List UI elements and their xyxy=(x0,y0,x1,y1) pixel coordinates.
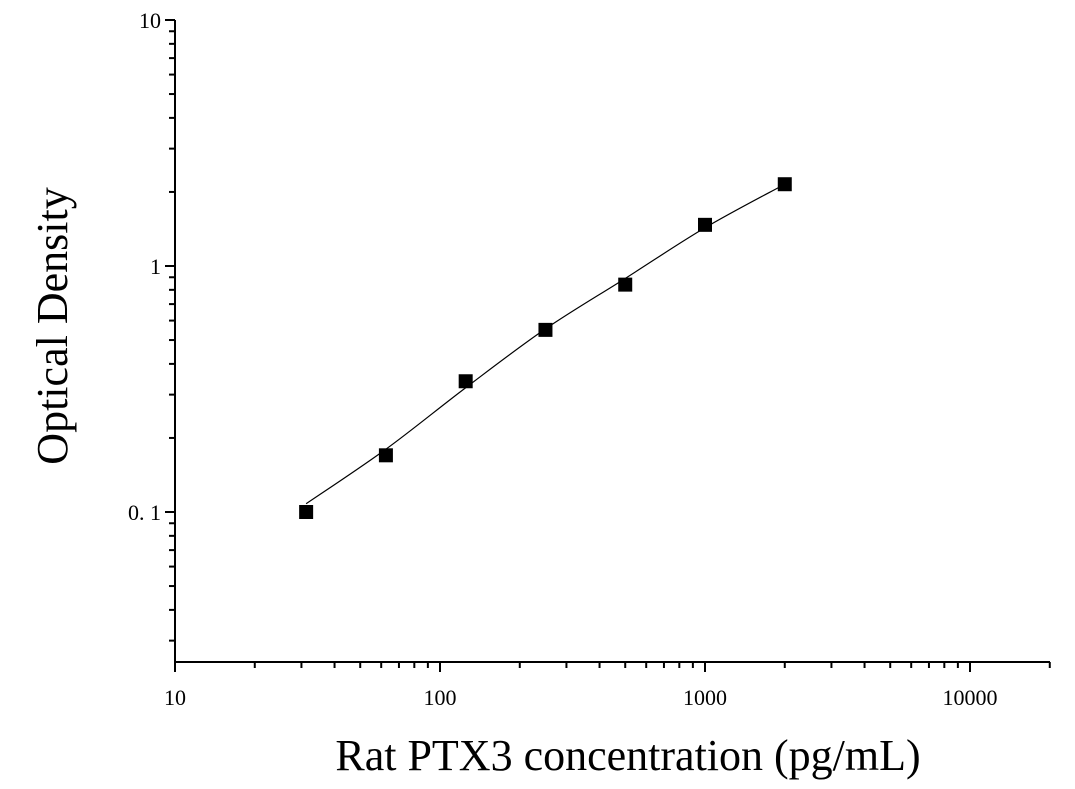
data-point xyxy=(299,505,314,519)
x-tick-label: 10 xyxy=(164,685,186,710)
x-axis-label: Rat PTX3 concentration (pg/mL) xyxy=(335,731,920,780)
axes xyxy=(174,20,1050,663)
data-point xyxy=(378,448,393,463)
data-point xyxy=(458,374,473,389)
x-tick-label: 1000 xyxy=(683,685,727,710)
y-axis-label: Optical Density xyxy=(28,187,77,464)
fit-curve-line xyxy=(305,183,786,505)
x-tick-label: 10000 xyxy=(943,685,998,710)
y-tick-label: 0. 1 xyxy=(128,500,161,525)
data-point xyxy=(698,217,712,232)
y-tick-label: 10 xyxy=(139,8,161,33)
data-points xyxy=(299,177,792,519)
ticks: 10 100 1000 10000 0. 1 1 10 xyxy=(128,8,1051,710)
data-point xyxy=(538,322,553,337)
data-point xyxy=(618,277,633,292)
data-point xyxy=(777,177,792,192)
x-tick-label: 100 xyxy=(424,685,457,710)
fit-curve-group xyxy=(305,183,786,505)
y-tick-label: 1 xyxy=(150,254,161,279)
